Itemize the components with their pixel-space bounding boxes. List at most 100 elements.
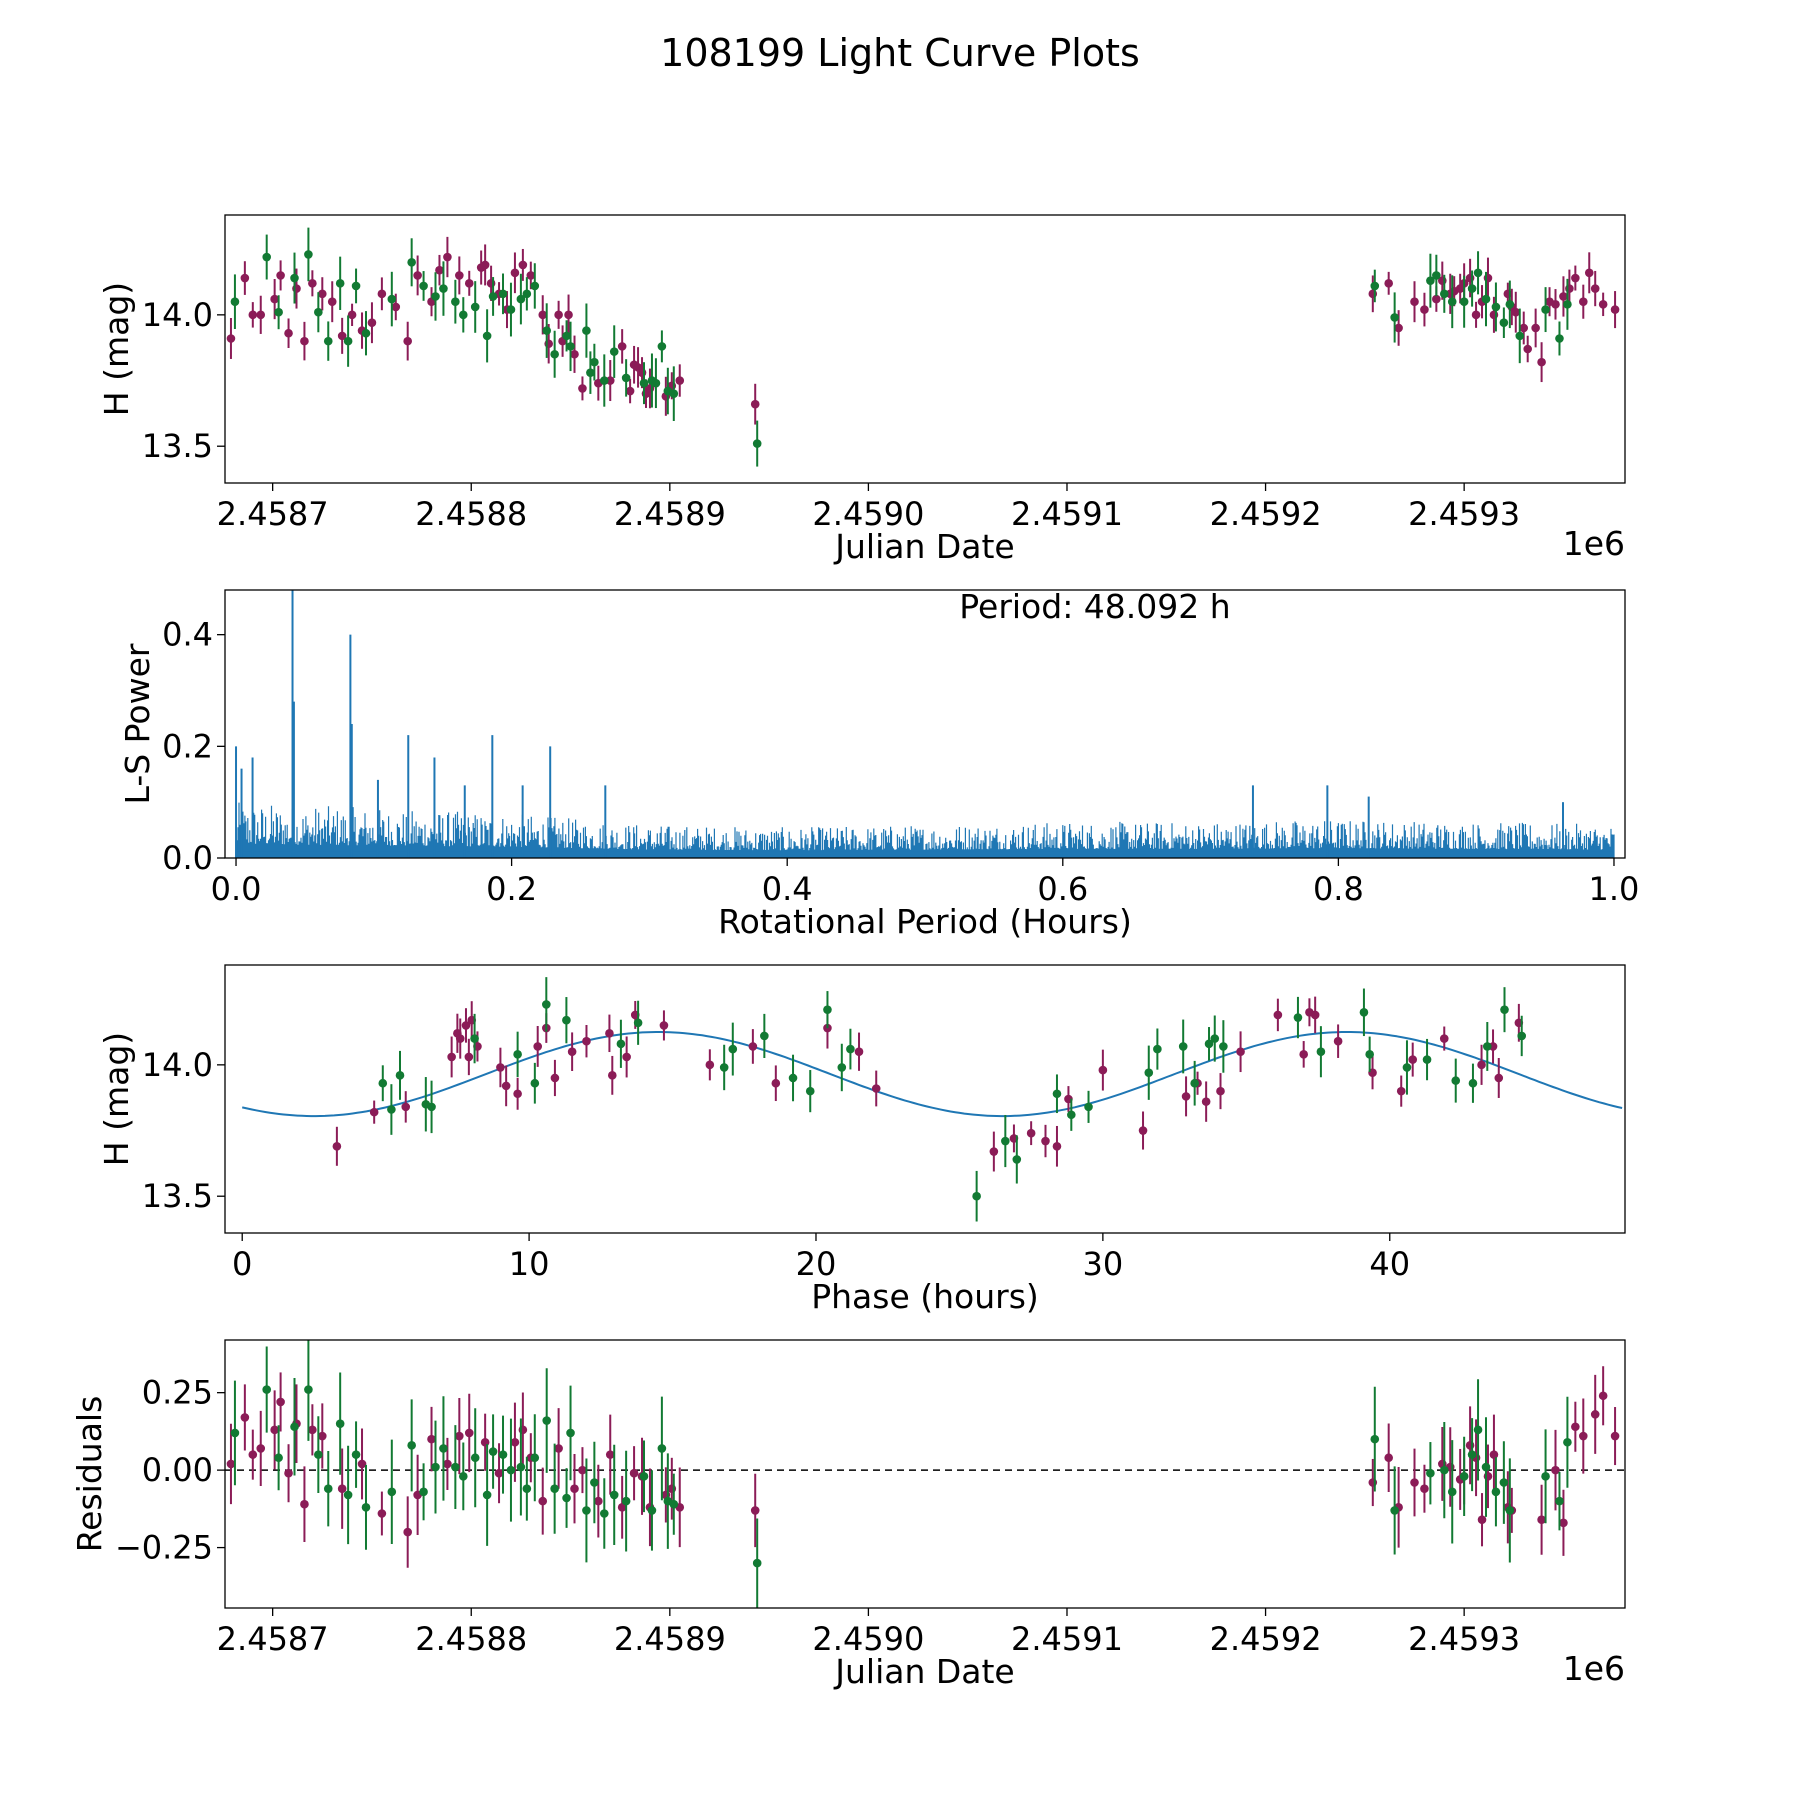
lightcurve-xtick-label: 2.4593 — [1408, 495, 1520, 533]
phase-xlabel: Phase (hours) — [811, 1277, 1039, 1316]
phase-marks — [241, 977, 1623, 1222]
lightcurve-point-green — [361, 328, 371, 338]
phase-point-green — [805, 1086, 815, 1096]
lightcurve-ytick-label: 14.0 — [142, 296, 213, 334]
phase-point-green — [728, 1044, 738, 1054]
phase-point-green — [1067, 1110, 1076, 1120]
lightcurve-point-green — [1481, 294, 1491, 304]
phase-point-purple — [501, 1081, 511, 1091]
periodogram-marks — [235, 590, 1615, 858]
residuals-ytick-label: 0.00 — [142, 1451, 213, 1489]
phase-point-purple — [1408, 1055, 1418, 1064]
lightcurve-point-green — [387, 294, 397, 304]
lightcurve-point-purple — [1465, 273, 1475, 283]
phase-xtick-label: 10 — [509, 1245, 550, 1283]
residuals-point-green — [1439, 1465, 1449, 1475]
residuals-point-purple — [240, 1413, 250, 1422]
residuals-point-purple — [578, 1465, 587, 1475]
phase-point-green — [1204, 1039, 1214, 1049]
residuals-point-green — [752, 1558, 762, 1568]
phase-point-green — [1012, 1155, 1022, 1164]
phase-point-green — [1500, 1005, 1509, 1014]
lightcurve-point-purple — [1384, 279, 1393, 288]
residuals-xtick-label: 2.4591 — [1011, 1620, 1123, 1658]
phase-ticks: 0 10 20 30 40 13.5 14.0 — [142, 1046, 1410, 1283]
periodogram-xtick-label: 0.2 — [486, 870, 537, 908]
phase-point-purple — [1138, 1126, 1148, 1135]
phase-point-green — [1144, 1068, 1154, 1078]
phase-point-purple — [1333, 1036, 1343, 1046]
residuals-ytick-label: −0.25 — [115, 1529, 213, 1567]
phase-point-green — [542, 1000, 551, 1009]
lightcurve-point-green — [304, 250, 313, 259]
phase-point-green — [427, 1102, 436, 1112]
residuals-point-purple — [594, 1496, 603, 1506]
phase-point-purple — [1181, 1092, 1191, 1101]
lightcurve-point-green — [516, 294, 526, 304]
residuals-point-green — [361, 1503, 371, 1512]
residuals-point-green — [1491, 1487, 1501, 1497]
phase-point-green — [1178, 1042, 1188, 1051]
lightcurve-point-green — [419, 281, 428, 291]
residuals-xlabel: Julian Date — [833, 1652, 1015, 1691]
lightcurve-point-purple — [1368, 289, 1378, 299]
residuals-point-green — [657, 1444, 667, 1453]
residuals-point-green — [609, 1490, 619, 1500]
lightcurve-point-purple — [1523, 344, 1532, 354]
residuals-xtick-label: 2.4587 — [217, 1620, 329, 1658]
residuals-point-purple — [318, 1431, 327, 1441]
lightcurve-point-green — [458, 310, 468, 320]
phase-point-green — [1422, 1055, 1432, 1064]
residuals-point-purple — [570, 1484, 579, 1494]
phase-point-purple — [771, 1078, 781, 1088]
phase-point-purple — [989, 1147, 999, 1156]
residuals-point-purple — [1610, 1431, 1620, 1441]
phase-point-purple — [513, 1089, 522, 1099]
periodogram-xtick-label: 0.6 — [1037, 870, 1088, 908]
phase-point-green — [1482, 1042, 1492, 1051]
residuals-xtick-label: 2.4590 — [812, 1620, 924, 1658]
residuals-point-purple — [1551, 1465, 1560, 1475]
lightcurve-point-purple — [464, 279, 474, 288]
lightcurve-axes-frame — [224, 214, 1626, 484]
lightcurve-point-purple — [318, 289, 327, 299]
lightcurve-ticks: 2.4587 2.4588 2.4589 2.4590 2.4591 2.4592 2.45… — [142, 296, 1520, 533]
residuals-point-green — [335, 1419, 345, 1428]
residuals-point-green — [274, 1453, 283, 1463]
residuals-point-green — [1459, 1472, 1469, 1481]
lightcurve-point-green — [1491, 302, 1501, 312]
lightcurve-point-purple — [443, 252, 452, 262]
periodogram-xlabel: Rotational Period (Hours) — [718, 902, 1132, 941]
residuals-point-green — [506, 1465, 516, 1475]
lightcurve-point-green — [621, 373, 631, 383]
lightcurve-point-purple — [1531, 323, 1540, 333]
residuals-point-purple — [1598, 1391, 1608, 1401]
lightcurve-point-green — [590, 357, 599, 367]
periodogram-baseline-band — [236, 851, 1614, 858]
residuals-point-green — [343, 1490, 353, 1500]
lightcurve-point-purple — [617, 342, 627, 351]
residuals-point-purple — [464, 1428, 474, 1438]
phase-point-green — [1359, 1007, 1369, 1017]
residuals-point-green — [419, 1487, 428, 1497]
residuals-point-green — [1467, 1450, 1477, 1459]
residuals-point-green — [351, 1450, 361, 1459]
phase-point-green — [1468, 1078, 1478, 1088]
lightcurve-point-purple — [625, 386, 635, 396]
residuals-point-purple — [538, 1496, 548, 1506]
residuals-point-green — [439, 1444, 448, 1453]
phase-point-purple — [1216, 1086, 1225, 1096]
period-annotation: Period: 48.092 h — [959, 587, 1230, 626]
phase-point-green — [788, 1073, 798, 1083]
periodogram-ytick-label: 0.0 — [162, 839, 213, 877]
lightcurve-point-green — [488, 292, 498, 301]
phase-point-green — [387, 1105, 396, 1114]
residuals-point-green — [1481, 1462, 1491, 1472]
residuals-point-green — [516, 1462, 526, 1472]
phase-point-green — [470, 1034, 479, 1043]
phase-point-green — [1084, 1102, 1093, 1112]
residuals-point-purple — [629, 1468, 639, 1478]
lightcurve-point-purple — [675, 376, 685, 385]
phase-point-purple — [455, 1034, 465, 1043]
residuals-panel: 2.4587 2.4588 2.4589 2.4590 2.4591 2.4592 2.45… — [70, 1339, 1626, 1691]
